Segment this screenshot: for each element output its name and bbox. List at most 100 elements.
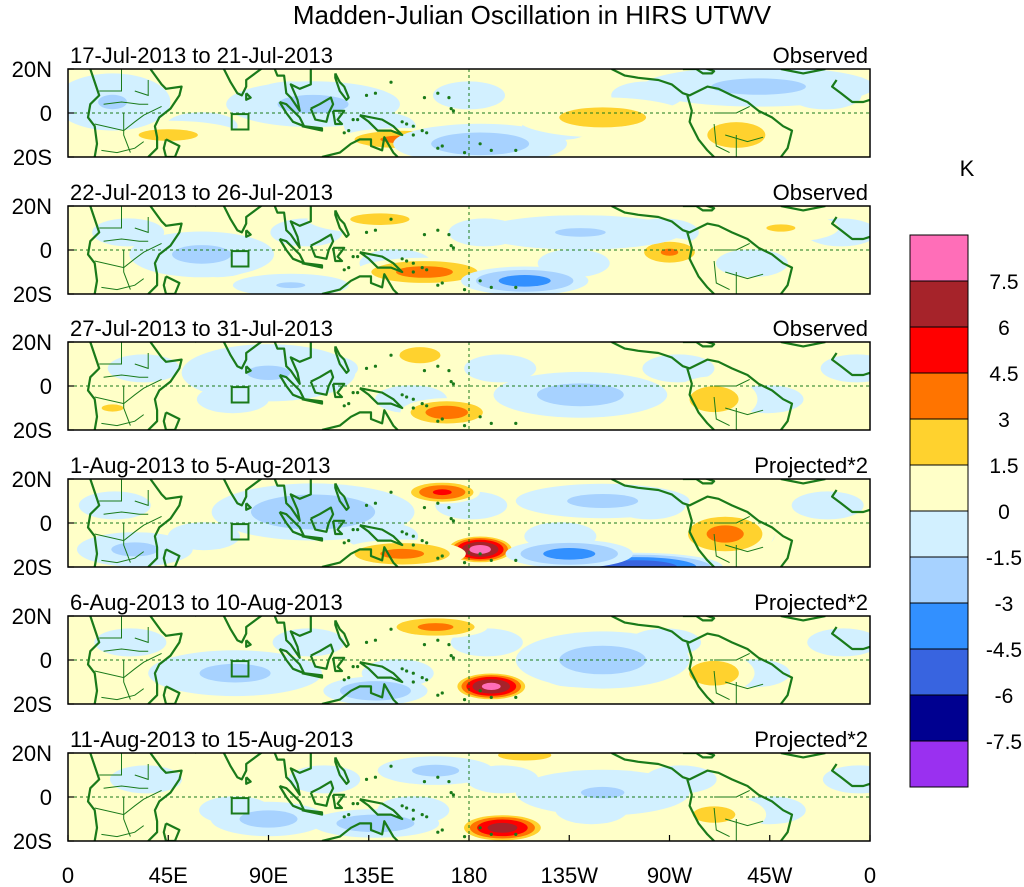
country-border (94, 789, 162, 816)
country-border (103, 785, 149, 789)
coastline (195, 342, 312, 385)
contour-shell (425, 405, 469, 419)
island (373, 775, 378, 779)
country-border (713, 533, 730, 564)
island (447, 233, 451, 237)
island (440, 828, 444, 832)
coastline (682, 69, 716, 75)
island (420, 813, 424, 817)
coastline (359, 661, 404, 684)
island (478, 689, 482, 693)
island (364, 503, 369, 507)
island (356, 391, 360, 395)
island (440, 281, 444, 285)
reference-box (230, 250, 250, 268)
colorbar-label: -6 (995, 685, 1014, 708)
panel-1: 20N 0 20S 17-Jul-2013 to 21-Jul-2013 Observe… (12, 43, 871, 170)
island (351, 528, 355, 532)
island (489, 695, 493, 700)
y-tick-label: 20N (12, 330, 52, 355)
country-border (713, 670, 730, 701)
y-tick-label: 20S (13, 555, 52, 580)
contour-shell (555, 228, 606, 237)
island (373, 91, 378, 95)
panel-kind: Projected*2 (754, 590, 868, 615)
anomaly-blob (505, 539, 633, 567)
anomaly-blob (722, 213, 839, 243)
country-border (134, 764, 149, 781)
island (364, 366, 369, 370)
island (425, 678, 429, 682)
coastline (686, 779, 715, 841)
island (449, 380, 453, 384)
island (342, 815, 346, 819)
anomaly-blob (68, 73, 171, 131)
island (420, 129, 424, 133)
island (447, 780, 451, 784)
anomaly-blob (515, 769, 690, 816)
coastline (780, 479, 826, 485)
x-tick-label: 180 (451, 863, 488, 887)
coastline (611, 69, 794, 157)
country-border (94, 105, 162, 132)
y-tick-label: 20S (13, 282, 52, 307)
coastline (86, 753, 101, 841)
coastline (611, 616, 794, 704)
island (489, 285, 493, 289)
contour-shell (199, 663, 271, 683)
contour-shell (101, 404, 124, 412)
country-border (134, 217, 149, 234)
anomaly-patch (642, 354, 715, 383)
island (447, 506, 451, 510)
y-tick-label: 20N (12, 194, 52, 219)
island (356, 802, 360, 806)
colorbar-swatch (909, 740, 969, 788)
island (449, 517, 453, 521)
island (356, 528, 360, 532)
island (451, 519, 456, 523)
island (514, 832, 518, 837)
island (356, 255, 360, 259)
reference-box (230, 523, 250, 541)
country-border (99, 753, 122, 776)
country-border (101, 414, 144, 427)
colorbar-label: 3 (998, 409, 1010, 432)
coastline (359, 798, 404, 821)
country-border (101, 551, 144, 564)
contour-shell (536, 383, 624, 407)
coastline (830, 352, 870, 377)
coastline (147, 753, 183, 841)
contour-shell (339, 681, 411, 701)
y-tick-label: 20S (13, 418, 52, 443)
country-border (725, 681, 764, 690)
island (451, 109, 456, 113)
country-border (99, 616, 122, 639)
coastline (147, 69, 183, 157)
coastline (147, 479, 183, 567)
island (436, 775, 440, 779)
contour-shell (111, 542, 159, 557)
anomaly-patch (94, 628, 167, 657)
contour-shell (432, 489, 452, 496)
panel-5: 20N 0 20S 6-Aug-2013 to 10-Aug-2013 Projecte… (12, 590, 871, 717)
coastline (686, 505, 715, 567)
island (356, 118, 360, 122)
coastline (245, 776, 252, 785)
contour-shell (138, 129, 198, 141)
country-border (101, 825, 144, 838)
coastline (830, 763, 870, 788)
island (462, 698, 467, 702)
y-tick-label: 20N (12, 57, 52, 82)
panel-2: 20N 0 20S 22-Jul-2013 to 26-Jul-2013 Observe… (12, 180, 871, 307)
island (420, 676, 424, 680)
island (356, 665, 360, 669)
country-border (725, 134, 764, 143)
country-border (101, 278, 144, 291)
panel-kind: Projected*2 (754, 727, 868, 752)
island (342, 404, 346, 408)
y-tick-label: 0 (40, 238, 52, 263)
anomaly-field (76, 480, 864, 567)
colorbar-label: 6 (998, 317, 1010, 340)
island (373, 501, 378, 505)
coastline (162, 548, 181, 567)
